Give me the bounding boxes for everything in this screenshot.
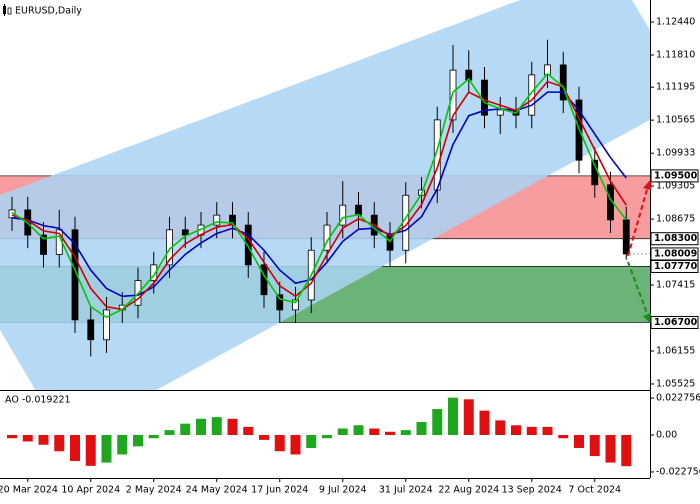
level-label: 1.08009 [654,248,697,259]
moving-average [11,80,627,311]
x-tick-label: 20 Mar 2024 [0,485,58,496]
osc-bar [589,435,600,457]
osc-bar [243,426,254,435]
y-tick-label: 1.10565 [656,115,695,126]
forecast-arrows [627,178,652,325]
x-tick-label: 17 Jun 2024 [251,485,308,496]
osc-bar [558,435,569,439]
osc-bar [274,435,285,452]
level-label: 1.06700 [654,317,698,328]
osc-bar [448,397,458,435]
osc-bar [196,418,206,435]
x-tick-label: 31 Jul 2024 [379,485,433,496]
level-label: 1.07770 [654,261,698,272]
level-label-box [650,169,699,183]
osc-bar [85,435,96,466]
osc-bar [133,435,143,447]
candle-body [40,234,47,255]
osc-bar [70,435,80,461]
osc-bar [227,418,238,435]
candle-body [276,294,284,311]
level-label-box [650,247,699,261]
x-tick-label: 7 Oct 2024 [568,485,621,496]
chart-title: EURUSD,Daily [15,6,82,17]
osc-bar [463,399,474,435]
candle-body [150,264,158,281]
x-tick-label: 24 May 2024 [186,485,248,496]
candle-body [355,204,362,216]
osc-bar [322,435,332,439]
osc-bar [290,435,301,455]
y-tick-label: 1.05525 [656,378,695,389]
candle-body [559,64,567,101]
level-label-box [650,232,699,246]
candle-body [71,229,79,321]
y-tick-label: 1.11810 [656,49,695,60]
osc-bar [605,435,616,463]
x-tick-label: 10 Apr 2024 [61,485,120,496]
candle-body [622,219,630,255]
osc-bar [400,430,411,435]
moving-average [11,72,627,319]
osc-bar [353,425,364,435]
candle-body [496,109,504,116]
osc-bar [211,417,222,435]
y-tick-label: 1.12440 [656,16,695,27]
candle-body [292,299,299,311]
osc-bar [306,435,317,448]
candle-body [213,214,221,226]
osc-tick-label: 0.022756 [656,393,700,404]
y-tick-label: 1.08675 [656,214,695,225]
oscillator-title: AO -0.019221 [5,395,71,406]
level-label: 1.08300 [654,233,698,244]
candle-body [244,224,252,266]
x-tick-label: 2 May 2024 [126,485,182,496]
y-tick-label: 1.11195 [656,82,695,93]
osc-bar [432,409,443,435]
osc-bar [385,431,395,435]
osc-bar [101,435,112,463]
candle-body [339,204,347,226]
osc-bar [542,426,553,435]
osc-bar [7,435,17,439]
x-tick-label: 22 Aug 2024 [438,485,499,496]
y-tick-label: 1.07415 [656,280,695,291]
osc-bar [148,435,159,439]
title-icon [3,4,12,16]
osc-bar [621,435,632,467]
osc-bar [574,435,584,448]
level-label-box [650,259,699,273]
level-label: 1.09500 [654,170,698,181]
osc-bar [117,435,128,455]
osc-bar [22,435,33,442]
osc-bar [54,435,65,452]
osc-bar [38,435,49,445]
candle-body [103,309,110,341]
osc-bar [259,435,269,440]
y-tick-label: 1.09933 [656,148,695,159]
y-tick-label: 1.06155 [656,346,695,357]
x-tick-label: 9 Jul 2024 [319,485,367,496]
osc-tick-label: 0.00 [656,430,677,441]
osc-bar [526,426,537,435]
candle-body [87,319,95,341]
plot [8,39,630,357]
y-tick-label: 1.09305 [656,181,695,192]
osc-bar [479,410,490,435]
osc-bar [416,422,427,435]
moving-average [11,91,627,298]
osc-bar [511,425,521,435]
x-tick-label: 13 Sep 2024 [502,485,562,496]
osc-bar [337,428,348,435]
candle-body [181,229,189,236]
osc-bar [180,423,191,435]
osc-bar [495,420,506,435]
level-label-box [650,315,699,329]
osc-bar [369,428,380,435]
osc-bar [164,430,175,435]
osc-tick-label: -0.022756 [656,466,700,477]
